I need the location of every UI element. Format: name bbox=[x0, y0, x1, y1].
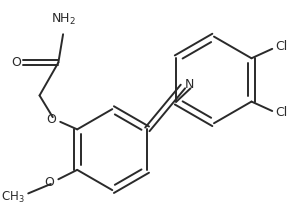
Text: NH$_2$: NH$_2$ bbox=[51, 12, 76, 27]
Text: O: O bbox=[47, 113, 56, 125]
Text: N: N bbox=[185, 78, 194, 91]
Text: Cl: Cl bbox=[275, 106, 287, 119]
Text: O: O bbox=[44, 176, 54, 189]
Text: Cl: Cl bbox=[275, 40, 287, 54]
Text: O: O bbox=[11, 56, 21, 69]
Text: CH$_3$: CH$_3$ bbox=[1, 190, 25, 205]
